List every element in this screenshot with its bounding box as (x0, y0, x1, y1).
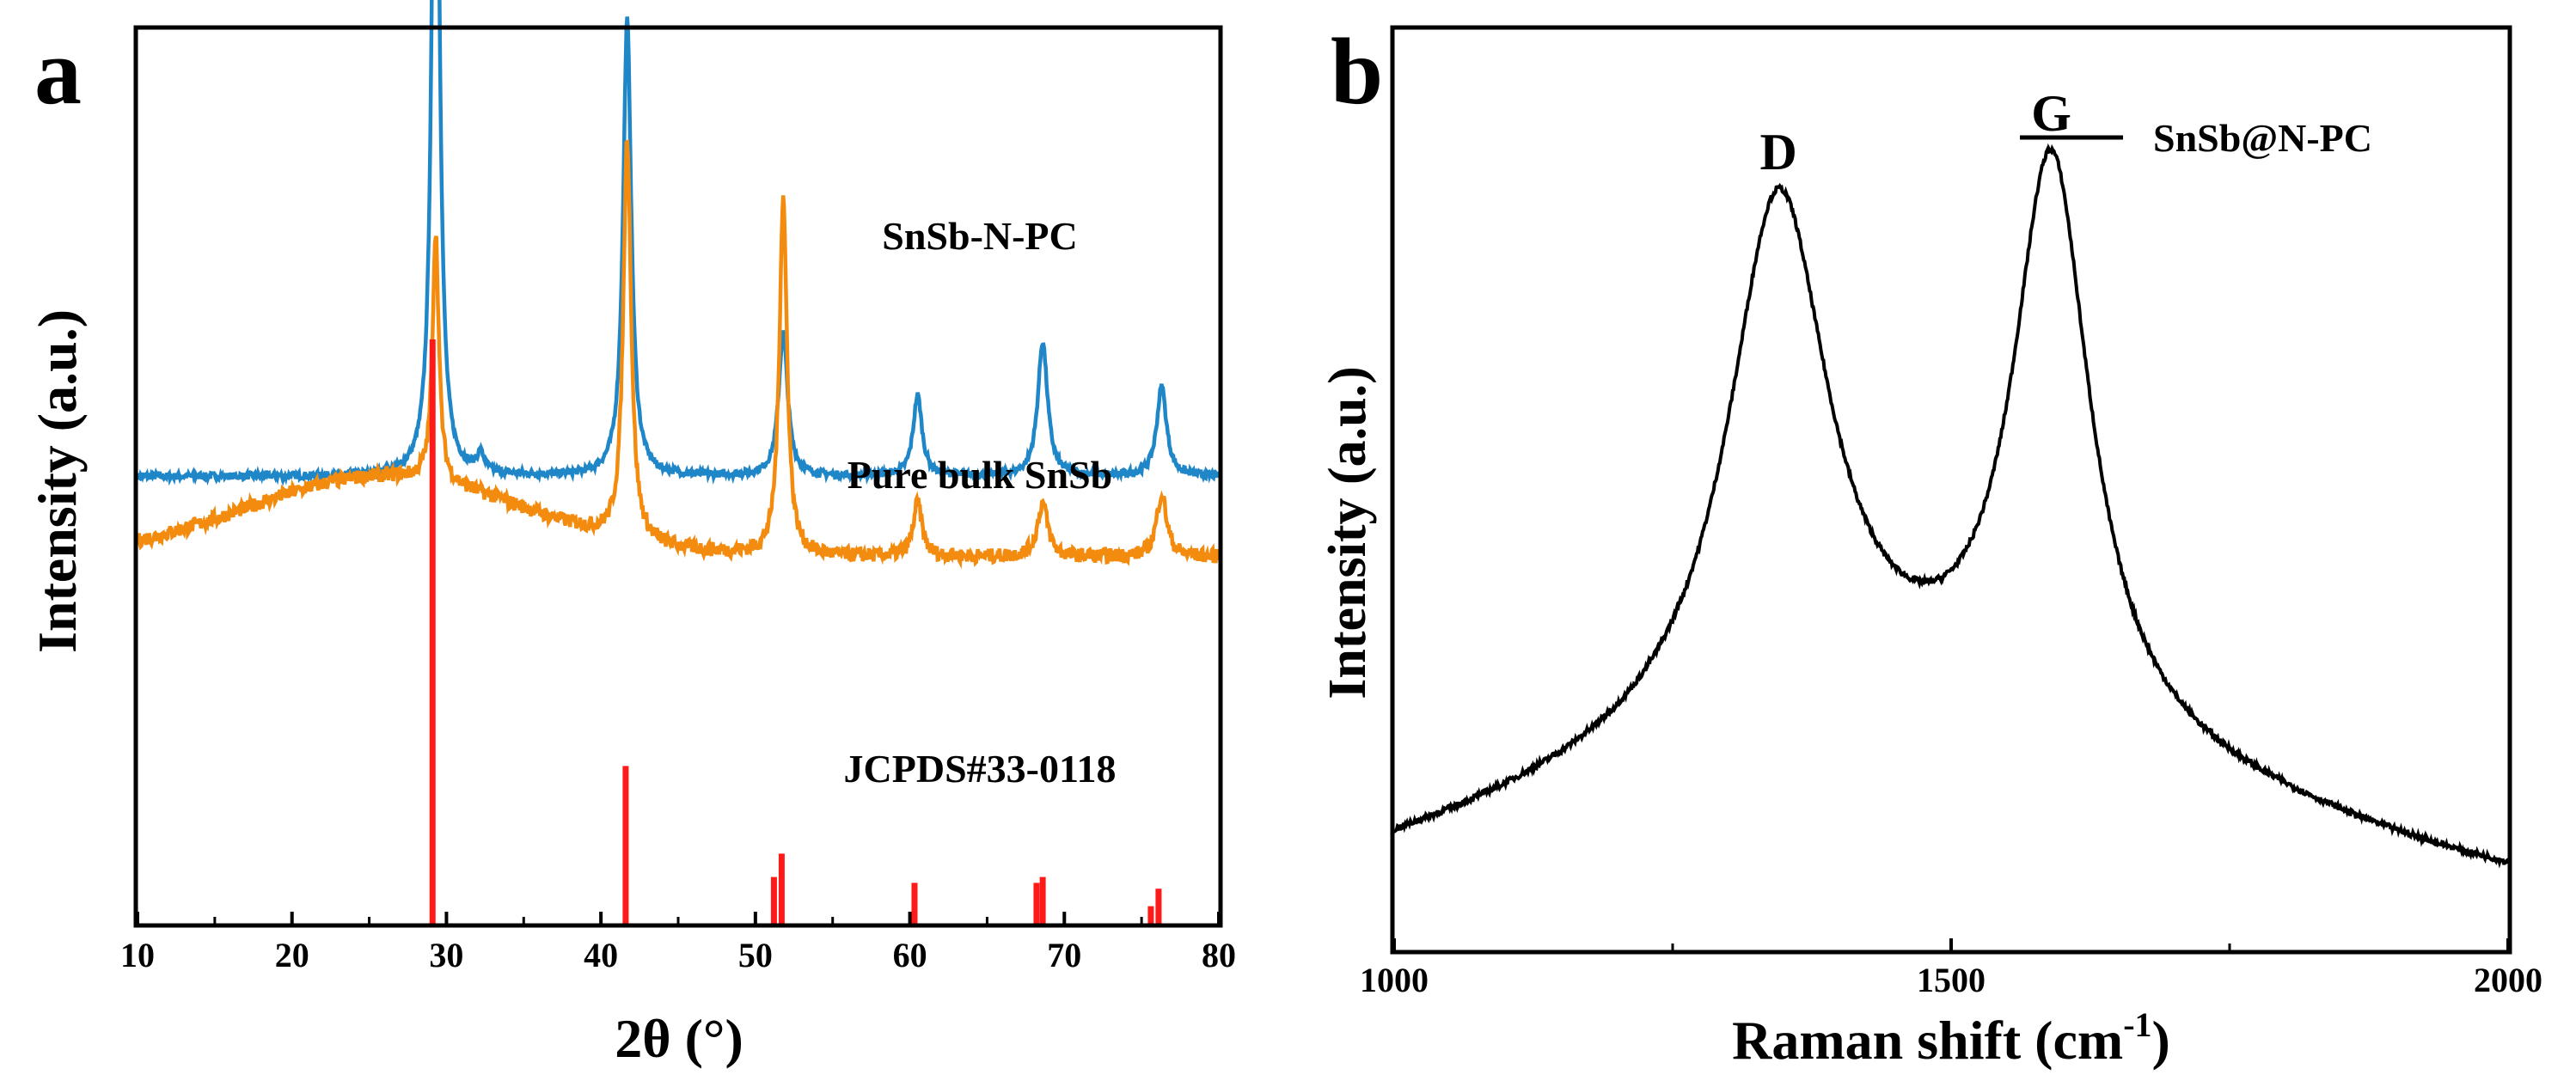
panel-a-reference-stick (778, 853, 785, 924)
panel-b-x-axis-label-sup: -1 (2123, 1005, 2151, 1044)
panel-b-peak-label-d: D (1759, 124, 1796, 180)
panel-a-x-tick-label: 50 (738, 936, 773, 974)
panel-a-x-tick-label: 60 (893, 936, 927, 974)
panel-a-series-label-snsb-npc: SnSb-N-PC (882, 214, 1078, 258)
panel-a-x-tick-label: 10 (120, 936, 155, 974)
panel-a-reference-stick (1147, 906, 1154, 924)
panel-a-plot-frame (133, 25, 1223, 928)
panel-a-y-axis-label: Intensity (a.u.) (27, 309, 88, 653)
panel-b-x-axis-label-suffix: ) (2152, 1010, 2170, 1071)
panel-b-y-axis-label: Intensity (a.u.) (1319, 366, 1377, 699)
panel-b-peak-label-g: G (2031, 85, 2071, 142)
panel-a-reference-stick (1039, 876, 1046, 924)
panel-b-x-axis-label-main: Raman shift (cm (1732, 1010, 2123, 1071)
panel-b-legend: SnSb@N-PC (2020, 116, 2372, 160)
panel-b-x-ticks: 1000 1500 2000 (1360, 938, 2542, 999)
panel-a-x-tick-label: 20 (275, 936, 309, 974)
panel-a-label: a (34, 19, 82, 124)
panel-a-series-pure-bulk-snsb (135, 138, 1221, 570)
panel-a-xrd-chart: a 10 20 30 40 50 60 70 80 SnSb-N-PC Pure bulk S… (27, 0, 1236, 1069)
panel-b-plot-frame (1390, 25, 2512, 955)
panel-b-x-tick-label: 1500 (1917, 961, 1986, 999)
panel-b-series-group (1392, 143, 2510, 869)
panel-a-x-axis-label: 2θ (°) (615, 1008, 743, 1069)
panel-a-reference-stick (622, 766, 629, 924)
panel-b-raman-chart: b 1000 1500 2000 SnSb@N-PC D G Intensity (… (1319, 19, 2542, 1071)
panel-a-series-label-pure-bulk: Pure bulk SnSb (847, 453, 1113, 497)
panel-a-x-ticks: 10 20 30 40 50 60 70 80 (120, 912, 1236, 974)
panel-a-x-tick-label: 80 (1202, 936, 1236, 974)
panel-a-reference-stick (911, 882, 918, 924)
panel-a-reference-stick (770, 876, 777, 924)
panel-b-legend-label: SnSb@N-PC (2153, 116, 2372, 160)
panel-b-x-axis-label: Raman shift (cm-1) (1732, 1005, 2170, 1071)
panel-a-reference-sticks (429, 339, 1162, 924)
panel-a-x-tick-label: 70 (1047, 936, 1081, 974)
panel-b-x-tick-label: 2000 (2474, 961, 2542, 999)
panel-a-reference-stick (429, 339, 436, 924)
panel-b-series-snsb-npc (1392, 143, 2510, 869)
panel-a-x-tick-label: 40 (584, 936, 618, 974)
panel-a-series-label-jcpds: JCPDS#33-0118 (844, 747, 1117, 791)
panel-a-x-tick-label: 30 (429, 936, 463, 974)
panel-a-series-group (135, 0, 1221, 570)
panel-a-reference-stick (1033, 882, 1040, 924)
panel-b-label: b (1331, 19, 1383, 124)
panel-b-x-tick-label: 1000 (1360, 961, 1429, 999)
panel-a-reference-stick (1155, 889, 1162, 924)
